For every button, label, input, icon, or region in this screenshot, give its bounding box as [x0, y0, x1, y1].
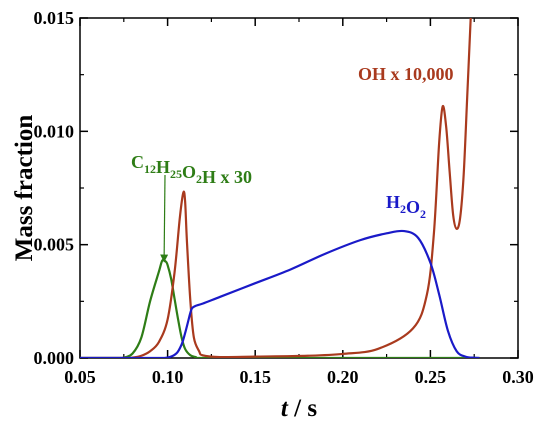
y-tick-label: 0.010 — [34, 121, 75, 141]
series-label-1: H2O2 — [386, 192, 426, 221]
x-tick-label: 0.30 — [502, 367, 534, 387]
y-tick-label: 0.015 — [34, 8, 75, 28]
series-line-1 — [80, 18, 472, 358]
y-axis-label: Mass fraction — [11, 115, 38, 262]
x-axis-label-variable: t — [281, 395, 289, 422]
series-labels: OH x 10,000 H2O2 C12H25O2H x 30 — [131, 64, 454, 263]
series-line-2 — [80, 229, 480, 358]
series-lines — [80, 18, 480, 358]
x-tick-label: 0.05 — [64, 367, 96, 387]
x-axis-label: t / s — [281, 395, 317, 422]
y-tick-label: 0.000 — [34, 348, 75, 368]
series-line-0 — [80, 258, 480, 358]
y-tick-label: 0.005 — [34, 235, 75, 255]
x-tick-label: 0.15 — [239, 367, 271, 387]
x-axis-ticks: 0.05 0.10 0.15 0.20 0.25 0.30 — [64, 18, 534, 387]
x-tick-label: 0.25 — [415, 367, 447, 387]
series-label-0: OH x 10,000 — [358, 64, 454, 84]
y-axis-ticks: 0.000 0.005 0.010 0.015 — [34, 8, 518, 368]
series-label-2: C12H25O2H x 30 — [131, 152, 252, 187]
annotation-arrow — [160, 174, 169, 263]
x-tick-label: 0.10 — [152, 367, 184, 387]
x-tick-label: 0.20 — [327, 367, 359, 387]
x-axis-label-unit: / s — [288, 395, 317, 422]
